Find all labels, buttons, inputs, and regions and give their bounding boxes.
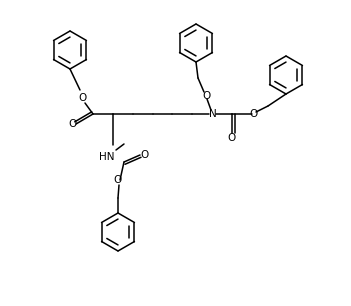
Text: O: O xyxy=(202,91,210,101)
Text: O: O xyxy=(78,93,86,103)
Text: O: O xyxy=(113,175,121,185)
Text: O: O xyxy=(140,150,148,160)
Text: O: O xyxy=(227,133,235,143)
Text: O: O xyxy=(68,119,76,129)
Text: HN: HN xyxy=(99,152,115,162)
Text: N: N xyxy=(209,109,217,119)
Text: O: O xyxy=(249,109,257,119)
